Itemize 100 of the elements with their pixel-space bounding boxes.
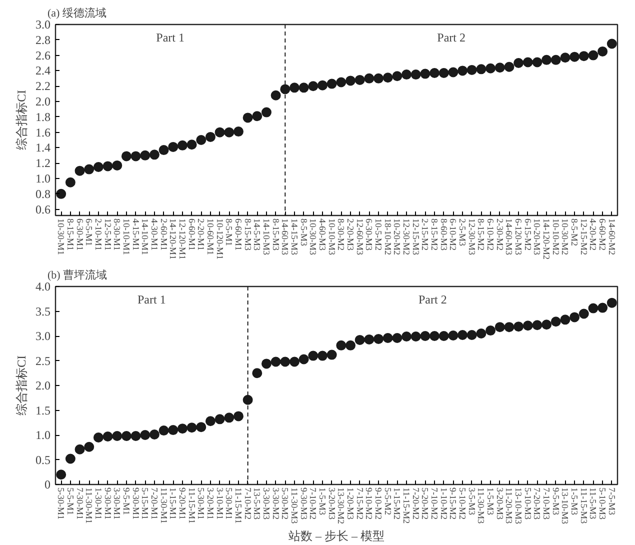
x-tick-label: 11-15-M1 [186,488,197,524]
point [354,334,365,345]
x-tick-label: 5-30-M2 [280,488,290,520]
x-tick-label: 7-5-M3 [606,488,617,516]
point [298,354,309,364]
point [252,368,262,378]
point [504,322,514,332]
point [438,331,449,341]
x-tick-label: 10-10-M3 [326,218,337,256]
x-tick-label: 7-10-M3 [542,488,552,520]
x-tick-label: 11-15-M2 [402,488,412,524]
point [458,330,468,340]
point [606,38,617,49]
x-tick-label: 2-10-M1 [93,218,104,250]
x-tick-label: 6-120-M3 [514,218,524,256]
point [402,332,412,342]
point [205,132,216,142]
chart-title: (a) 绥德流域 [48,6,106,20]
point [588,50,598,60]
x-tick-label: 5-10-M3 [522,488,533,520]
x-tick-label: 8-30-M1 [112,218,122,250]
point [93,162,104,172]
point [326,350,337,360]
x-tick-label: 1-5-M3 [486,488,496,516]
point [233,411,244,422]
y-tick-label: 2.4 [36,64,50,78]
x-tick-label: 2-15-M2 [420,218,430,250]
point [522,320,533,331]
y-tick-label: 2.8 [36,32,50,47]
x-tick-label: 1-20-M3 [346,488,356,520]
x-tick-label: 9-5-M1 [121,488,132,515]
point [93,432,104,442]
point [158,426,169,436]
x-tick-label: 11-20-M3 [504,488,514,524]
point [149,150,160,160]
point [280,84,290,94]
x-tick-label: 3-20-M3 [494,488,505,520]
x-tick-label: 8-15-M1 [65,218,76,250]
point [289,356,300,367]
x-tick-label: 14-120-M1 [168,218,178,260]
point [438,68,449,78]
point [466,64,477,75]
point [196,135,206,146]
point [177,424,188,434]
annotation: Part 1 [137,292,166,306]
x-tick-label: 14-15-M3 [289,218,300,256]
x-tick-label: 6-10-M2 [448,218,458,250]
x-tick-label: 8-30-M2 [336,218,346,250]
x-tick-label: 3-30-M2 [270,488,281,520]
point [410,70,421,80]
x-tick-label: 14-10-M1 [140,218,150,255]
x-tick-label: 11-30-M3 [289,488,300,524]
x-tick-label: 12-60-M3 [354,218,365,256]
point [112,160,122,170]
point [382,332,393,343]
point [317,80,328,90]
x-tick-label: 8-15-M2 [430,218,440,250]
x-tick-label: 1-10-M2 [438,488,449,520]
x-tick-label: 9-20-M1 [177,488,188,520]
point [550,316,561,327]
point [514,58,524,68]
point [476,328,486,339]
point [261,107,272,118]
y-tick-label: 2.2 [36,79,50,94]
x-tick-label: 1-15-M1 [168,488,178,520]
x-tick-label: 10-5-M2 [374,218,384,250]
x-tick-label: 5-10-M2 [458,488,468,520]
point [354,74,365,85]
x-tick-label: 9-15-M2 [448,488,458,520]
point [374,334,384,344]
x-tick-label: 7-10-M2 [308,488,318,520]
point [392,71,402,82]
point [448,67,458,78]
point [65,177,76,188]
x-tick-label: 5-5-M2 [382,488,393,515]
x-tick-label: 6-30-M1 [74,218,85,250]
point [261,358,272,369]
x-tick-label: 4-15-M1 [130,218,141,250]
point [374,73,384,84]
point [532,320,542,330]
point [560,314,570,325]
x-tick-label: 10-10-M2 [550,218,561,255]
y-tick-label: 2.0 [36,378,50,392]
y-tick-label: 1.0 [36,172,50,186]
point [214,414,225,424]
point [346,340,356,350]
x-tick-label: 12-15-M3 [410,218,421,256]
y-tick-label: 1.8 [36,110,50,124]
point [494,62,505,73]
x-tick-label: 7-10-M2 [242,488,253,520]
point [430,68,440,78]
point [382,72,393,83]
x-tick-label: 12-5-M1 [102,218,113,250]
annotation: Part 1 [156,30,185,44]
x-tick-label: 9-5-M3 [550,488,561,516]
point [522,57,533,68]
point [56,188,66,199]
point [56,470,66,480]
x-tick-label: 9-30-M1 [102,488,113,520]
point [578,51,589,62]
